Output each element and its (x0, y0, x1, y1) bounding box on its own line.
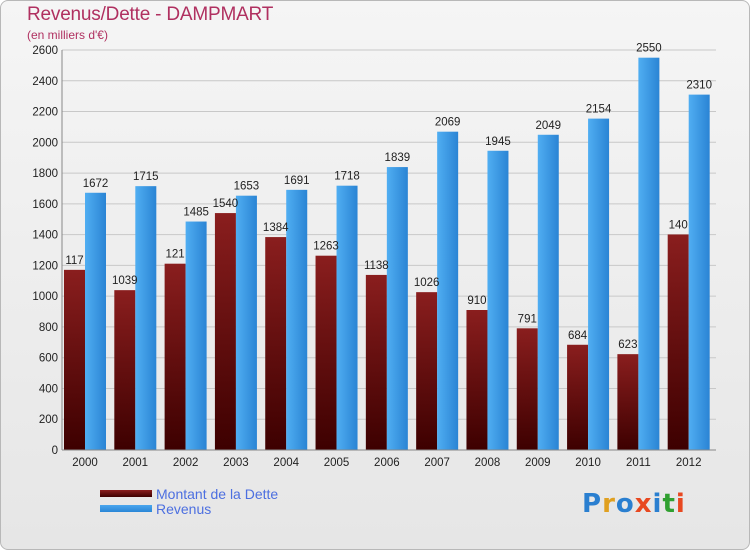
bar-dette-2000 (64, 269, 85, 450)
data-label-revenus-2004: 1691 (284, 175, 310, 187)
y-tick-label: 2000 (32, 137, 58, 149)
bar-dette-2011 (617, 354, 639, 450)
data-label-revenus-2008: 1945 (485, 136, 511, 148)
y-tick-label: 0 (52, 445, 58, 457)
data-label-dette-2002: 121 (166, 249, 185, 261)
bar-revenus-2001 (135, 186, 157, 450)
data-label-dette-2008: 910 (467, 295, 486, 307)
bar-dette-2002 (164, 263, 186, 450)
bar-dette-2004 (265, 237, 287, 450)
data-label-revenus-2005: 1718 (334, 171, 360, 183)
data-label-dette-2012: 140 (669, 219, 688, 231)
x-tick-label: 2002 (173, 457, 199, 469)
bar-dette-2008 (466, 310, 488, 450)
data-label-revenus-2012: 2310 (686, 80, 712, 92)
x-tick-label: 2001 (123, 457, 149, 469)
y-tick-label: 600 (39, 353, 58, 365)
bar-dette-2006 (365, 274, 387, 450)
legend-label-revenus: Revenus (156, 500, 212, 517)
data-label-revenus-2009: 2049 (535, 120, 561, 132)
y-tick-label: 2600 (32, 45, 58, 57)
x-tick-label: 2008 (475, 457, 501, 469)
data-label-revenus-2003: 1653 (234, 181, 260, 193)
bar-dette-2012 (667, 234, 689, 450)
x-tick-label: 2003 (223, 457, 249, 469)
data-label-dette-2000: 117 (65, 255, 83, 267)
bar-revenus-2007 (437, 131, 459, 450)
bar-dette-2010 (567, 344, 589, 450)
data-label-dette-2010: 684 (568, 330, 588, 342)
x-tick-label: 2009 (525, 457, 551, 469)
bar-revenus-2011 (638, 57, 660, 450)
legend-swatch-dette (100, 490, 152, 497)
logo-letter: r (602, 489, 616, 519)
chart-title: Revenus/Dette - DAMPMART (27, 4, 274, 25)
x-tick-label: 2004 (273, 457, 299, 469)
data-label-revenus-2002: 1485 (183, 207, 209, 219)
logo-letter: t (662, 489, 676, 519)
data-label-dette-2005: 1263 (313, 241, 339, 253)
bar-dette-2007 (416, 292, 438, 450)
data-label-revenus-2007: 2069 (435, 117, 461, 129)
bar-revenus-2002 (185, 221, 207, 450)
chart-subtitle: (en milliers d'€) (27, 28, 108, 42)
y-tick-label: 1200 (32, 260, 58, 272)
bar-revenus-2009 (537, 134, 559, 450)
y-tick-label: 1800 (32, 168, 58, 180)
logo-letter: o (615, 489, 635, 519)
logo-letter: x (634, 489, 653, 519)
y-tick-label: 1600 (32, 199, 58, 211)
bar-revenus-2006 (386, 167, 408, 451)
y-tick-label: 1000 (32, 291, 58, 303)
x-tick-label: 2006 (374, 457, 400, 469)
proxiti-logo: Proxiti (582, 489, 686, 519)
bar-revenus-2012 (688, 94, 710, 450)
x-tick-label: 2010 (575, 457, 601, 469)
data-label-dette-2004: 1384 (263, 222, 289, 234)
data-label-revenus-2000: 1672 (83, 178, 109, 190)
logo-letter: i (675, 489, 686, 519)
bar-revenus-2004 (286, 189, 308, 450)
y-tick-label: 400 (39, 383, 58, 395)
bar-dette-2009 (516, 328, 538, 450)
logo-letter: i (652, 489, 663, 519)
legend-swatch-revenus (100, 505, 152, 512)
bar-revenus-2010 (588, 118, 610, 450)
chart-legend: Montant de la Dette Revenus (100, 485, 279, 517)
x-tick-label: 2012 (676, 457, 702, 469)
x-tick-label: 2007 (424, 457, 450, 469)
bar-revenus-2008 (487, 150, 509, 450)
data-label-dette-2007: 1026 (414, 277, 440, 289)
y-tick-label: 2200 (32, 107, 58, 119)
bar-dette-2003 (214, 213, 236, 450)
logo-letter: P (582, 489, 603, 519)
data-label-dette-2011: 623 (618, 339, 637, 351)
data-label-revenus-2001: 1715 (133, 171, 159, 183)
x-tick-label: 2005 (324, 457, 350, 469)
y-tick-label: 1400 (32, 230, 58, 242)
data-label-dette-2003: 1540 (213, 198, 239, 210)
bar-revenus-2000 (85, 192, 106, 450)
x-tick-label: 2000 (72, 457, 98, 469)
data-label-revenus-2006: 1839 (385, 152, 411, 164)
bar-dette-2001 (114, 290, 136, 450)
legend-label-dette: Montant de la Dette (156, 485, 279, 502)
data-label-dette-2009: 791 (518, 313, 537, 325)
data-label-revenus-2011: 2550 (636, 43, 662, 55)
legend-item-revenus: Revenus (100, 500, 278, 517)
data-label-dette-2001: 1039 (112, 275, 138, 287)
bar-revenus-2003 (235, 195, 257, 450)
y-tick-label: 2400 (32, 76, 58, 88)
data-label-revenus-2010: 2154 (586, 104, 612, 116)
y-tick-label: 800 (39, 322, 58, 334)
bar-revenus-2005 (336, 185, 358, 450)
y-tick-label: 200 (39, 414, 58, 426)
legend-item-dette: Montant de la Dette (100, 485, 279, 502)
bar-dette-2005 (315, 255, 337, 450)
data-label-dette-2006: 1138 (364, 260, 389, 272)
x-tick-label: 2011 (626, 457, 651, 469)
